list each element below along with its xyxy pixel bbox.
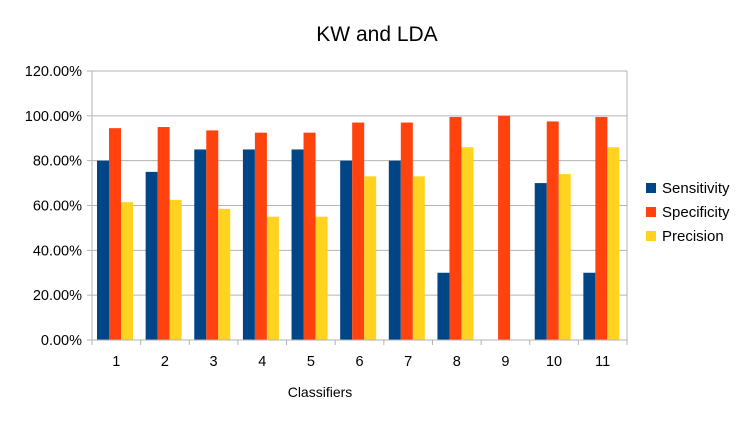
chart-title: KW and LDA: [316, 23, 437, 46]
y-axis-ticks: 0.00% 20.00% 40.00% 60.00% 80.00% 100.00% 120.…: [25, 64, 92, 349]
y-tick-label: 80.00%: [33, 154, 82, 170]
y-tick-label: 20.00%: [33, 288, 82, 304]
bar-precision: [315, 216, 328, 340]
bar-sensitivity: [291, 149, 304, 340]
legend-swatch-precision: [646, 231, 656, 241]
x-tick-label: 4: [258, 354, 266, 370]
bar-precision: [169, 199, 182, 340]
y-tick-label: 40.00%: [33, 243, 82, 259]
y-tick-label: 60.00%: [33, 199, 82, 215]
bar-specificity: [352, 122, 365, 340]
y-tick-label: 100.00%: [25, 109, 82, 125]
x-tick-label: 8: [453, 354, 461, 370]
bar-precision: [558, 174, 571, 340]
bar-sensitivity: [437, 272, 450, 340]
x-tick-label: 7: [404, 354, 412, 370]
legend-label-sensitivity: Sensitivity: [662, 180, 730, 197]
bar-specificity: [546, 121, 559, 340]
x-tick-label: 2: [161, 354, 169, 370]
bar-precision: [121, 202, 133, 340]
bars: [97, 115, 620, 341]
x-tick-label: 6: [355, 354, 363, 370]
x-tick-label: 5: [307, 354, 315, 370]
bar-specificity: [109, 128, 121, 340]
bar-sensitivity: [97, 160, 109, 340]
bar-specificity: [400, 122, 413, 340]
bar-sensitivity: [145, 171, 158, 340]
bar-specificity: [595, 116, 608, 341]
bar-sensitivity: [388, 160, 401, 340]
bar-sensitivity: [340, 160, 353, 340]
bar-precision: [364, 176, 377, 340]
bar-precision: [607, 147, 620, 340]
x-tick-label: 10: [546, 354, 562, 370]
legend-swatch-sensitivity: [646, 183, 656, 193]
bar-sensitivity: [534, 183, 547, 340]
bar-sensitivity: [583, 272, 596, 340]
x-tick-label: 9: [501, 354, 509, 370]
bar-precision: [461, 147, 474, 340]
bar-specificity: [254, 132, 267, 340]
y-tick-label: 120.00%: [25, 64, 82, 80]
bar-specificity: [498, 115, 511, 340]
bar-precision: [266, 216, 279, 340]
x-tick-label: 1: [112, 354, 120, 370]
bar-sensitivity: [194, 149, 207, 340]
bar-specificity: [157, 127, 170, 341]
legend: Sensitivity Specificity Precision: [646, 180, 730, 245]
bar-specificity: [206, 130, 219, 340]
legend-label-precision: Precision: [662, 228, 724, 245]
bar-precision: [412, 176, 425, 340]
x-axis-title: Classifiers: [288, 384, 353, 400]
bar-sensitivity: [242, 149, 255, 340]
bar-specificity: [449, 116, 462, 341]
legend-swatch-specificity: [646, 207, 656, 217]
bar-precision: [218, 208, 231, 340]
legend-label-specificity: Specificity: [662, 204, 730, 221]
x-axis-ticks: 1 2 3 4 5 6 7 8 9 10 11: [91, 340, 628, 370]
x-tick-label: 11: [595, 354, 610, 370]
y-tick-label: 0.00%: [41, 333, 82, 349]
x-tick-label: 3: [210, 354, 218, 370]
bar-specificity: [303, 132, 316, 340]
